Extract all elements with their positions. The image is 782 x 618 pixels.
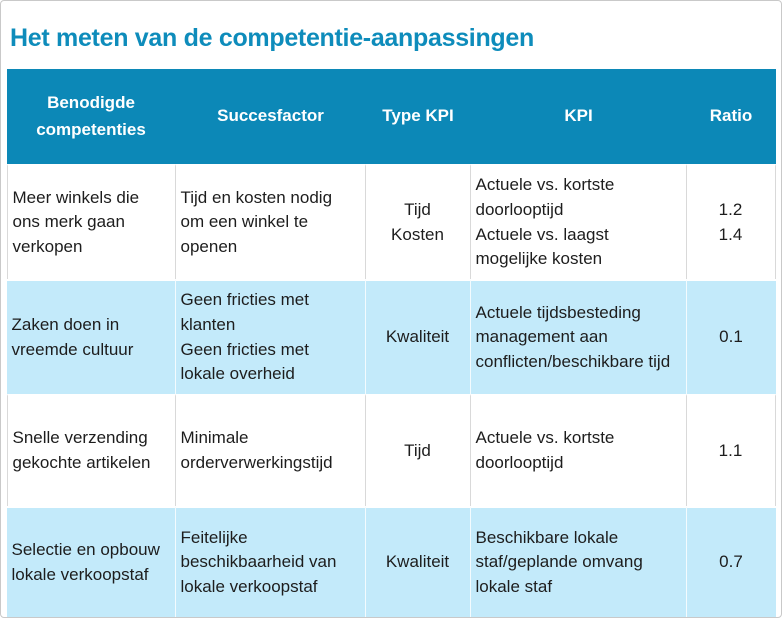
cell-text: Kosten bbox=[391, 224, 444, 244]
cell-succesfactor: Geen fricties met klanten Geen fricties … bbox=[175, 279, 366, 394]
cell-text: Tijd bbox=[404, 440, 431, 460]
table-row: Selectie en opbouw lokale verkoopstaf Fe… bbox=[6, 506, 776, 617]
table-header-row: Benodigde competenties Succesfactor Type… bbox=[6, 69, 776, 164]
cell-text: Actuele vs. kortste doorlooptijd bbox=[475, 175, 615, 219]
ratio-value: 1.1 bbox=[718, 440, 743, 460]
cell-type-kpi: Kwaliteit bbox=[365, 279, 471, 394]
ratio-value: 0.1 bbox=[719, 327, 743, 347]
cell-text: Geen fricties met klanten bbox=[180, 290, 310, 334]
cell-competenties: Snelle verzending gekochte artikelen bbox=[6, 394, 176, 506]
page-title: Het meten van de competentie-aanpassinge… bbox=[10, 23, 534, 52]
table-row: Zaken doen in vreemde cultuur Geen frict… bbox=[6, 279, 776, 394]
table-row: Snelle verzending gekochte artikelen Min… bbox=[6, 394, 776, 506]
col-header-succesfactor: Succesfactor bbox=[175, 69, 366, 164]
cell-kpi: Actuele vs. kortste doorlooptijd bbox=[470, 394, 687, 506]
cell-text: Geen fricties met lokale overheid bbox=[180, 339, 310, 384]
cell-text: Meer winkels die ons merk gaan verkopen bbox=[12, 187, 140, 256]
kpi-table: Benodigde competenties Succesfactor Type… bbox=[6, 69, 776, 617]
cell-competenties: Zaken doen in vreemde cultuur bbox=[6, 279, 176, 394]
cell-succesfactor: Tijd en kosten nodig om een winkel te op… bbox=[175, 164, 366, 279]
ratio-value: 1.2 bbox=[718, 199, 743, 219]
col-header-type-kpi: Type KPI bbox=[365, 69, 471, 164]
cell-ratio: 0.7 bbox=[686, 506, 776, 617]
cell-text: Tijd en kosten nodig om een winkel te op… bbox=[180, 187, 333, 256]
cell-type-kpi: Tijd Kosten bbox=[365, 164, 471, 279]
cell-kpi: Beschikbare lokale staf/geplande omvang … bbox=[470, 506, 687, 617]
cell-type-kpi: Kwaliteit bbox=[365, 506, 471, 617]
cell-competenties: Meer winkels die ons merk gaan verkopen bbox=[6, 164, 176, 279]
cell-ratio: 1.2 1.4 bbox=[686, 164, 776, 279]
cell-competenties: Selectie en opbouw lokale verkoopstaf bbox=[6, 506, 176, 617]
table-row: Meer winkels die ons merk gaan verkopen … bbox=[6, 164, 776, 279]
ratio-value: 0.7 bbox=[719, 552, 743, 572]
cell-text: Selectie en opbouw lokale verkoopstaf bbox=[11, 539, 160, 584]
title-bar: Het meten van de competentie-aanpassinge… bbox=[1, 1, 781, 69]
cell-text: Minimale orderverwerkingstijd bbox=[180, 428, 333, 472]
cell-text: Snelle verzending gekochte artikelen bbox=[12, 428, 151, 472]
cell-ratio: 0.1 bbox=[686, 279, 776, 394]
cell-text: Tijd bbox=[404, 199, 431, 219]
cell-text: Actuele tijdsbesteding management aan co… bbox=[475, 302, 671, 371]
col-header-benodigde-competenties: Benodigde competenties bbox=[6, 69, 176, 164]
cell-text: Kwaliteit bbox=[385, 327, 450, 347]
cell-text: Actuele vs. laagst mogelijke kosten bbox=[475, 224, 609, 269]
col-header-kpi: KPI bbox=[470, 69, 687, 164]
cell-kpi: Actuele tijdsbesteding management aan co… bbox=[470, 279, 687, 394]
cell-text: Kwaliteit bbox=[385, 552, 450, 572]
cell-ratio: 1.1 bbox=[686, 394, 776, 506]
cell-type-kpi: Tijd bbox=[365, 394, 471, 506]
cell-text: Beschikbare lokale staf/geplande omvang … bbox=[475, 527, 643, 596]
ratio-value: 1.4 bbox=[718, 224, 743, 244]
cell-text: Feitelijke beschikbaarheid van lokale ve… bbox=[180, 527, 337, 596]
cell-kpi: Actuele vs. kortste doorlooptijd Actuele… bbox=[470, 164, 687, 279]
cell-text: Zaken doen in vreemde cultuur bbox=[11, 314, 134, 359]
cell-succesfactor: Feitelijke beschikbaarheid van lokale ve… bbox=[175, 506, 366, 617]
col-header-ratio: Ratio bbox=[686, 69, 776, 164]
cell-text: Actuele vs. kortste doorlooptijd bbox=[475, 428, 615, 472]
cell-succesfactor: Minimale orderverwerkingstijd bbox=[175, 394, 366, 506]
